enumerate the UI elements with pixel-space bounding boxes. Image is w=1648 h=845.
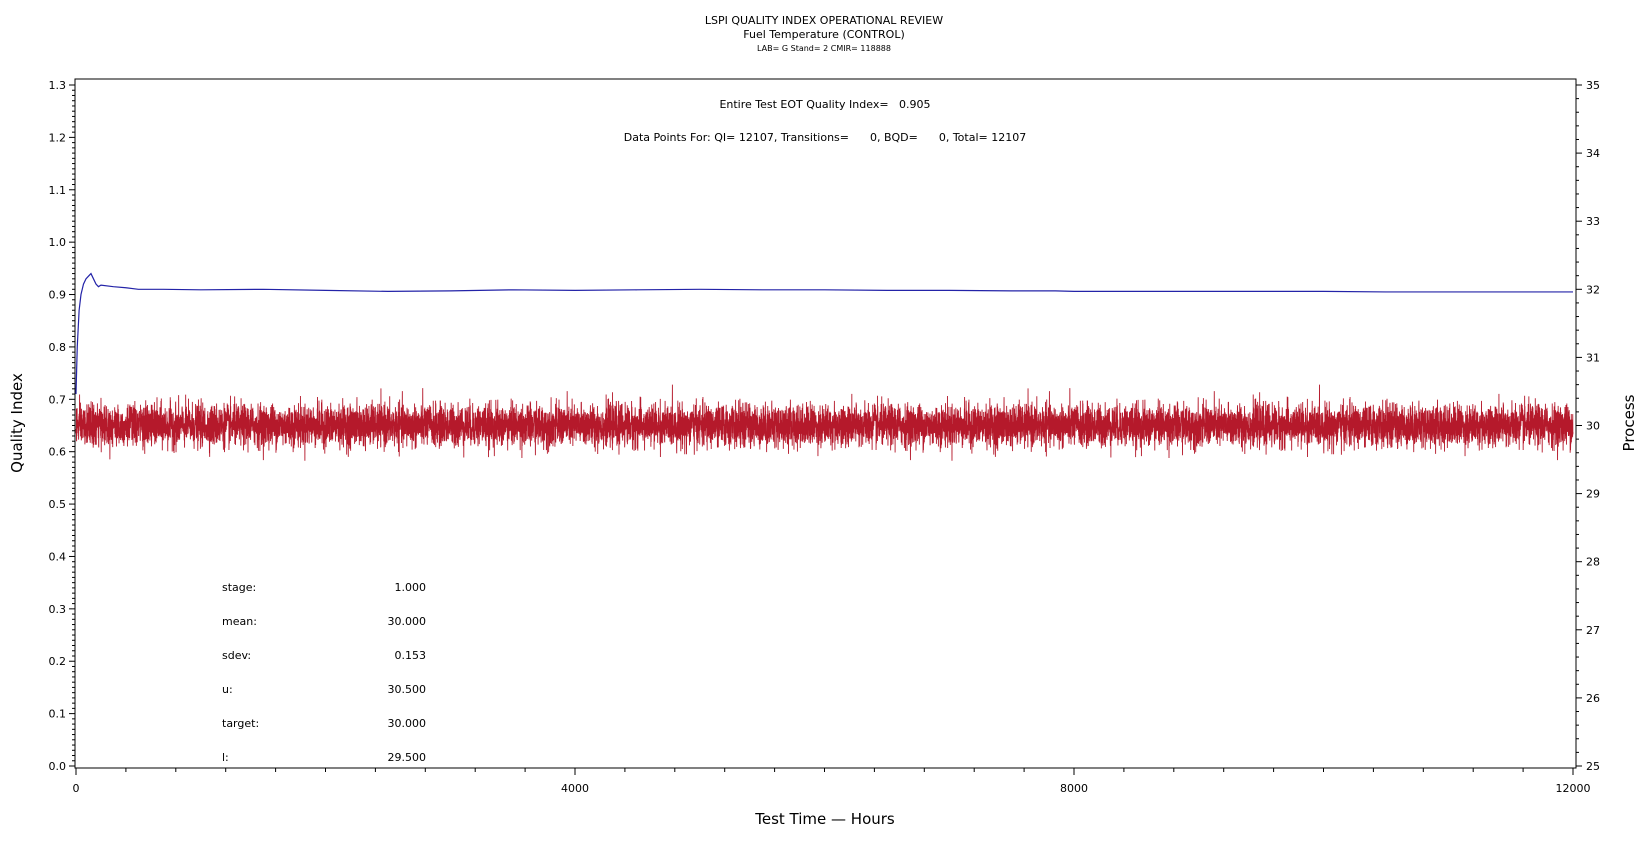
y-right-tick-label: 35	[1586, 79, 1600, 92]
stat-value: 30.000	[388, 615, 427, 628]
y-right-tick-label: 32	[1586, 283, 1600, 296]
stat-label: target:	[222, 717, 259, 730]
y-left-tick-label: 1.1	[49, 184, 67, 197]
y-left-tick-label: 1.2	[49, 131, 67, 144]
quality-index-line	[75, 272, 1573, 395]
y-left-tick-label: 1.3	[49, 79, 67, 92]
y-left-axis-label: Quality Index	[8, 373, 26, 473]
stat-label: mean:	[222, 615, 257, 628]
y-left-tick-label: 0.2	[49, 655, 67, 668]
eot-quality-annotation: Entire Test EOT Quality Index= 0.905	[719, 98, 930, 111]
chart-title: LSPI QUALITY INDEX OPERATIONAL REVIEW	[705, 14, 943, 27]
y-right-tick-label: 25	[1586, 760, 1600, 773]
x-tick-label: 0	[73, 782, 80, 795]
x-axis: 0 4000 8000 12000	[73, 768, 1591, 795]
x-tick-label: 4000	[561, 782, 589, 795]
quality-index-series	[75, 272, 1573, 395]
stat-value: 1.000	[395, 581, 427, 594]
process-line	[75, 384, 1574, 461]
y-right-tick-label: 31	[1586, 351, 1600, 364]
y-left-tick-label: 0.5	[49, 498, 67, 511]
x-tick-label: 8000	[1060, 782, 1088, 795]
y-right-tick-label: 29	[1586, 488, 1600, 501]
x-axis-label: Test Time — Hours	[754, 810, 895, 828]
y-left-tick-label: 0.6	[49, 446, 67, 459]
y-right-axis-label: Process	[1620, 394, 1638, 451]
y-left-tick-label: 1.0	[49, 236, 67, 249]
stat-label: l:	[222, 751, 229, 764]
stat-label: stage:	[222, 581, 256, 594]
stat-value: 30.000	[388, 717, 427, 730]
y-right-tick-label: 34	[1586, 147, 1600, 160]
y-right-tick-label: 33	[1586, 215, 1600, 228]
stats-block: stage: 1.000 mean: 30.000 sdev: 0.153 u: 30.500…	[222, 581, 426, 764]
y-right-tick-label: 30	[1586, 420, 1600, 433]
stat-value: 30.500	[388, 683, 427, 696]
y-left-tick-label: 0.9	[49, 289, 67, 302]
y-left-tick-label: 0.7	[49, 393, 67, 406]
y-left-tick-label: 0.3	[49, 603, 67, 616]
stat-label: u:	[222, 683, 233, 696]
stat-label: sdev:	[222, 649, 251, 662]
y-right-axis: 25 26 27 28 29 30 31 32 33 34 35	[1576, 79, 1600, 773]
data-points-annotation: Data Points For: QI= 12107, Transitions=…	[624, 131, 1026, 144]
y-left-tick-label: 0.0	[49, 760, 67, 773]
y-right-tick-label: 26	[1586, 692, 1600, 705]
y-left-tick-label: 0.4	[49, 550, 67, 563]
stat-value: 0.153	[395, 649, 427, 662]
chart-subtitle: Fuel Temperature (CONTROL)	[743, 28, 905, 41]
y-right-tick-label: 27	[1586, 624, 1600, 637]
y-left-tick-label: 0.1	[49, 708, 67, 721]
process-series	[75, 384, 1574, 461]
x-tick-label: 12000	[1556, 782, 1591, 795]
y-right-tick-label: 28	[1586, 556, 1600, 569]
y-left-tick-label: 0.8	[49, 341, 67, 354]
chart-subtitle-small: LAB= G Stand= 2 CMIR= 118888	[757, 44, 891, 53]
plot-frame	[74, 78, 1577, 769]
stat-value: 29.500	[388, 751, 427, 764]
y-left-axis: 0.0 0.1 0.2 0.3 0.4 0.5 0.6 0.7 0.8 0.9 1.0 1.1 1.2 1…	[49, 79, 75, 773]
